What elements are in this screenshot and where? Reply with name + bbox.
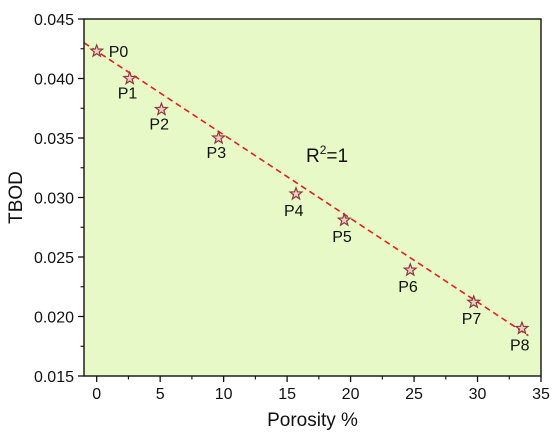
data-point-star [122,70,138,85]
r-squared-base: R [306,146,320,167]
r-squared-superscript: 2 [320,143,327,157]
y-tick-label: 0.045 [34,12,74,29]
data-point-star [211,130,227,145]
x-tick-label: 25 [405,386,423,403]
data-point-star [288,186,304,201]
y-axis-title: TBOD [6,171,27,224]
data-point-label: P5 [332,229,352,246]
r-squared-rest: =1 [326,146,348,167]
y-tick-label: 0.025 [34,250,74,267]
data-point-label: P0 [109,44,129,61]
data-point-star [336,212,352,227]
x-tick-label: 5 [156,386,165,403]
y-tick-label: 0.015 [34,369,74,386]
x-tick-label: 15 [278,386,296,403]
data-point-star [402,262,418,277]
data-point-star [466,294,482,309]
x-tick-label: 20 [342,386,360,403]
data-point-label: P6 [398,279,418,296]
x-tick-label: 0 [92,386,101,403]
data-point-label: P8 [510,337,530,354]
data-point-label: P1 [118,86,138,103]
fit-line [83,42,529,337]
r-squared-annotation: R2=1 [306,143,348,167]
data-point-star [153,101,169,116]
data-point-label: P4 [284,203,304,220]
data-point-star [514,320,530,335]
data-point-label: P7 [462,311,482,328]
x-tick-label: 30 [469,386,487,403]
y-tick-label: 0.020 [34,310,74,327]
y-tick-label: 0.030 [34,191,74,208]
x-tick-label: 10 [215,386,233,403]
y-tick-label: 0.040 [34,72,74,89]
x-tick-label: 35 [532,386,550,403]
data-point-label: P3 [207,145,227,162]
plot-background [84,19,541,376]
y-tick-label: 0.035 [34,131,74,148]
x-axis-title: Porosity % [267,410,358,431]
data-point-star [89,43,105,58]
data-point-label: P2 [149,116,169,133]
